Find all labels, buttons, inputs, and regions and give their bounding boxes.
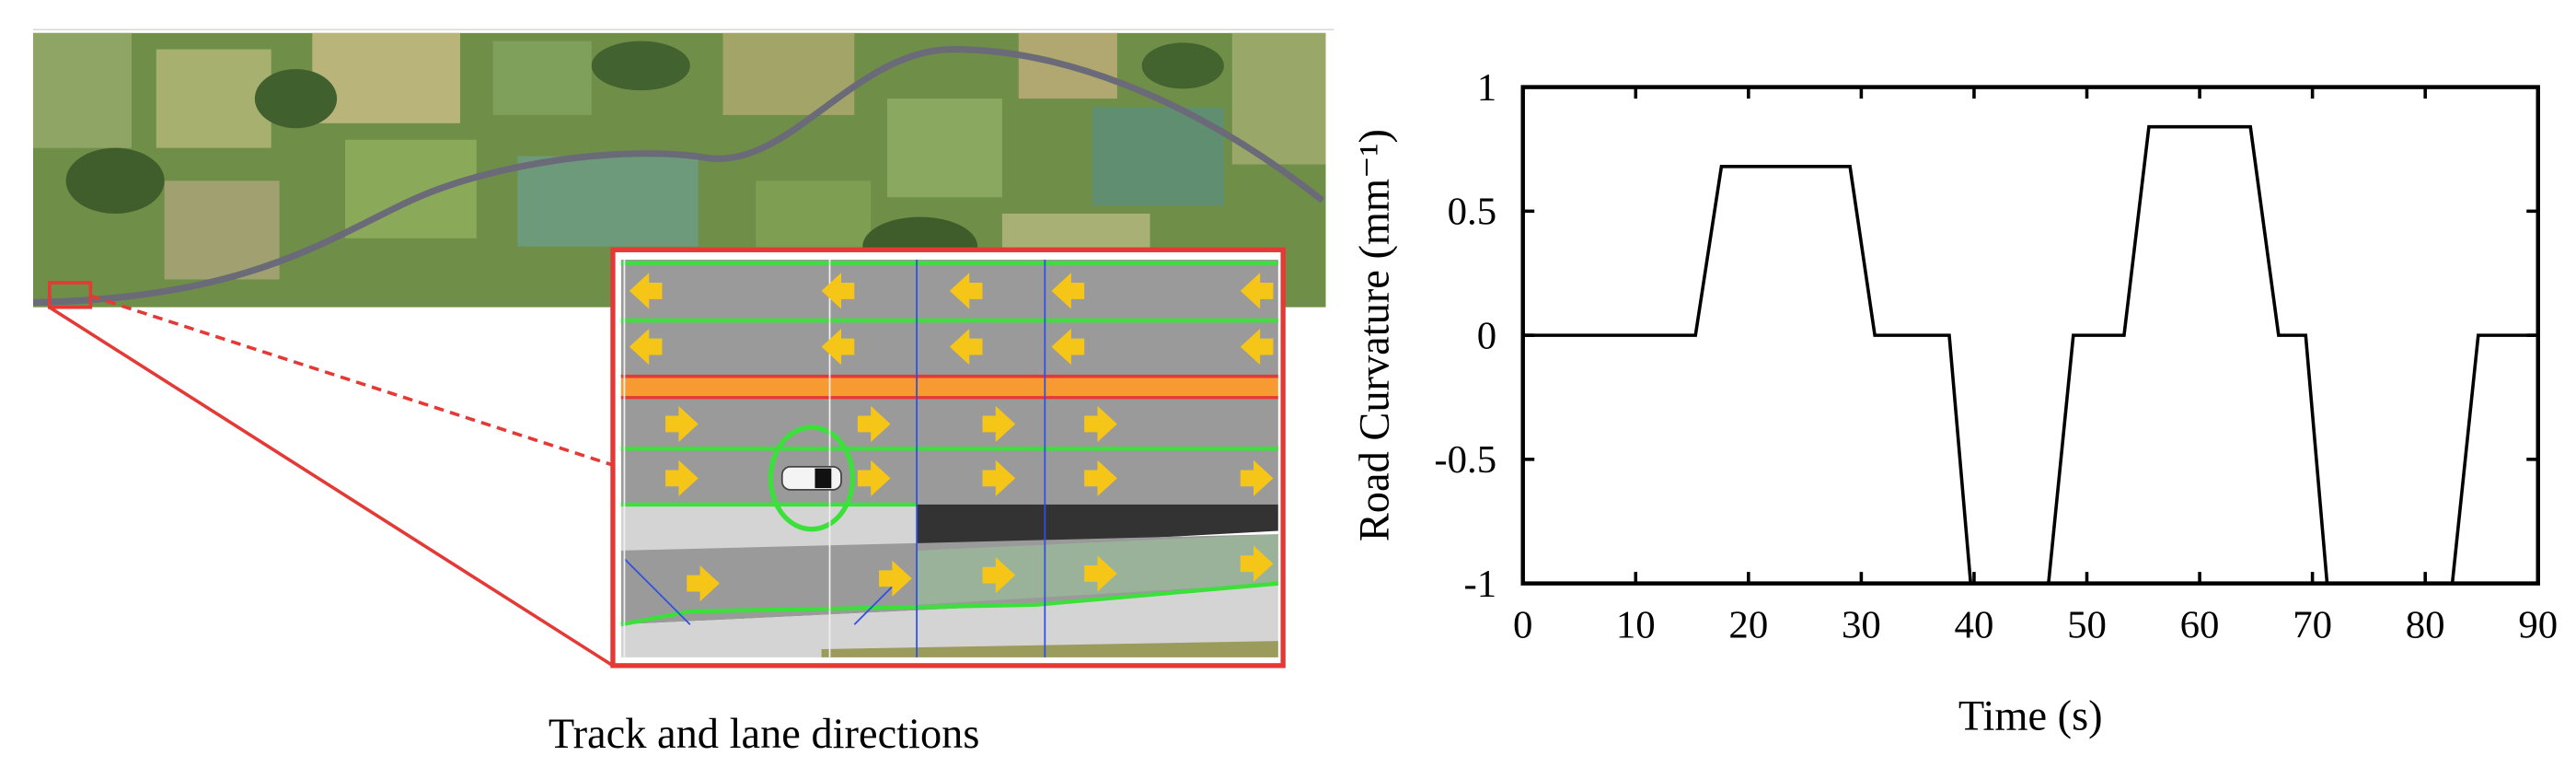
connector — [48, 306, 614, 668]
zoom-box — [47, 281, 93, 309]
y-tick-label: -1 — [1463, 563, 1496, 606]
curvature-line — [1522, 124, 2538, 586]
y-tick-label: 0.5 — [1448, 191, 1497, 234]
lane-inset — [610, 247, 1286, 669]
x-tick-label: 0 — [1513, 604, 1532, 647]
x-tick-label: 50 — [2067, 604, 2107, 647]
y-tick-label: 0 — [1477, 314, 1496, 357]
x-tick-label: 80 — [2406, 604, 2445, 647]
x-tick-label: 40 — [1955, 604, 1994, 647]
y-axis-label: Road Curvature (mm⁻¹) — [1351, 129, 1398, 541]
x-tick-label: 60 — [2180, 604, 2220, 647]
aerial-map — [32, 32, 1326, 308]
x-tick-label: 10 — [1616, 604, 1656, 647]
y-tick-label: 1 — [1477, 66, 1496, 110]
y-tick-label: -0.5 — [1434, 438, 1496, 482]
caption: Track and lane directions — [549, 711, 980, 758]
x-tick-label: 30 — [1842, 604, 1881, 647]
line-chart: 0 10 20 30 40 50 60 70 80 90 1 0.5 0 -0.5 -1 Time (s) Ro… — [1351, 66, 2558, 740]
x-axis-label: Time (s) — [1958, 692, 2103, 739]
x-tick-label: 70 — [2293, 604, 2332, 647]
connector — [89, 294, 614, 467]
x-tick-label: 90 — [2518, 604, 2558, 647]
x-tick-label: 20 — [1728, 604, 1768, 647]
